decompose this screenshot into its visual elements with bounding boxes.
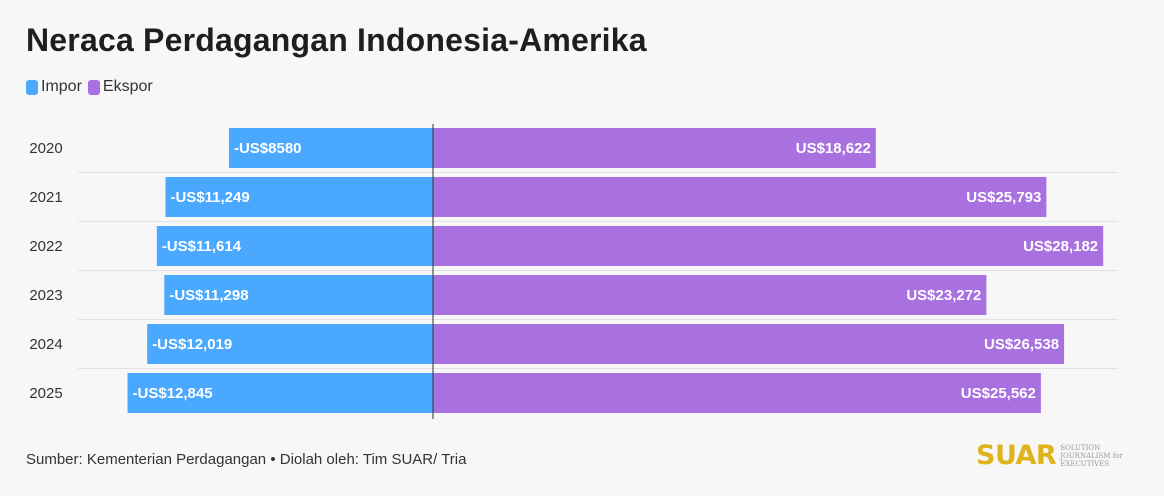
source-note: Sumber: Kementerian Perdagangan • Diolah… [26, 451, 467, 468]
data-label-ekspor: US$28,182 [1023, 238, 1098, 255]
bar-impor [156, 226, 433, 266]
legend-label-ekspor: Ekspor [102, 78, 153, 95]
year-label: 2020 [29, 140, 62, 157]
year-label: 2022 [29, 238, 62, 255]
chart-title: Neraca Perdagangan Indonesia-Amerika [26, 22, 647, 58]
logo-tagline: SOLUTION JOURNALISM for EXECUTIVES [1060, 443, 1123, 468]
logo-wordmark: SUAR [976, 440, 1057, 471]
data-label-ekspor: US$18,622 [796, 140, 871, 157]
data-label-ekspor: US$23,272 [906, 287, 981, 304]
data-label-ekspor: US$25,562 [961, 385, 1036, 402]
bar-impor [164, 275, 433, 315]
year-label: 2025 [29, 385, 62, 402]
data-label-impor: -US$12,019 [152, 336, 232, 353]
bar-ekspor [433, 373, 1041, 413]
data-label-impor: -US$8580 [234, 140, 302, 157]
data-label-impor: -US$12,845 [133, 385, 213, 402]
bar-impor [127, 373, 433, 413]
bar-ekspor [433, 324, 1065, 364]
legend-swatch-impor [26, 79, 38, 95]
legend-label-impor: Impor [41, 78, 82, 95]
year-label: 2023 [29, 287, 62, 304]
data-label-ekspor: US$25,793 [966, 189, 1041, 206]
legend-item-ekspor: Ekspor [87, 78, 153, 96]
bar-impor [165, 177, 433, 217]
data-label-impor: -US$11,249 [170, 189, 249, 206]
suar-logo: SUAR SOLUTION JOURNALISM for EXECUTIVES [976, 440, 1144, 471]
legend-item-impor: Impor [26, 78, 82, 96]
data-label-ekspor: US$26,538 [984, 336, 1059, 353]
bar-ekspor [433, 226, 1104, 266]
year-label: 2024 [29, 336, 62, 353]
bar-impor [147, 324, 434, 364]
bar-ekspor [433, 128, 876, 168]
bar-ekspor [433, 177, 1047, 217]
legend-swatch-ekspor [87, 79, 100, 95]
year-label: 2021 [29, 189, 62, 206]
legend: Impor Ekspor [26, 78, 159, 96]
data-label-impor: -US$11,614 [162, 238, 242, 255]
bar-impor [228, 128, 433, 168]
bar-ekspor [433, 275, 987, 315]
data-label-impor: -US$11,298 [169, 287, 248, 304]
